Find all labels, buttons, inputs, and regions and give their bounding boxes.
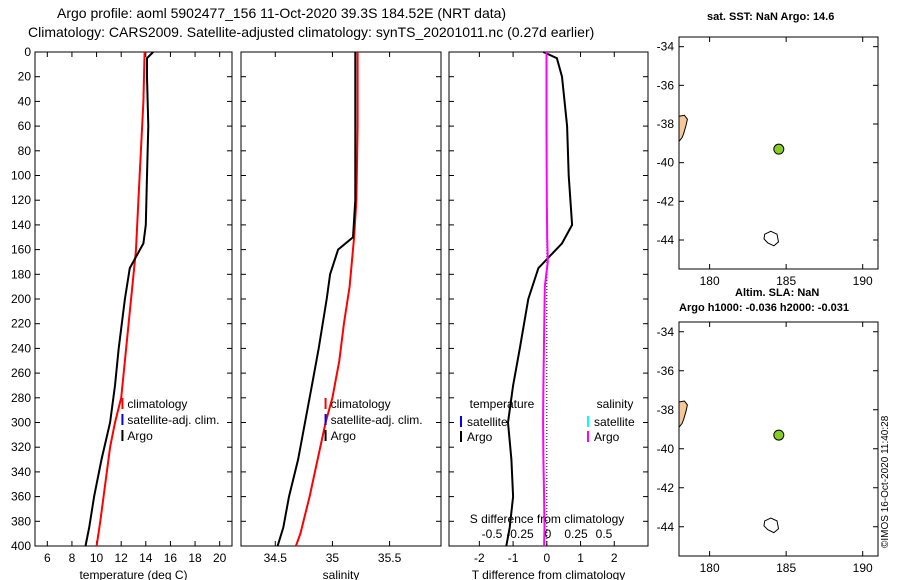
depth-tick-label: 140 xyxy=(11,218,31,232)
map_sla-ytick-label: -36 xyxy=(657,364,675,378)
depth-tick-label: 260 xyxy=(11,366,31,380)
map_sla-xtick-label: 185 xyxy=(776,561,796,575)
map_sst-ytick-label: -34 xyxy=(657,40,675,54)
difference-panel-frame xyxy=(448,51,649,547)
salinity-diff-axis-label: S difference from climatology xyxy=(470,512,625,526)
map_sla-frame xyxy=(678,321,879,557)
map_sla-xtick-label: 190 xyxy=(853,561,873,575)
temperature-xtick-label: 10 xyxy=(90,551,104,565)
difference-series-argo-s-diff xyxy=(542,52,549,547)
depth-tick-label: 180 xyxy=(11,267,31,281)
depth-tick-label: 360 xyxy=(11,490,31,504)
depth-tick-label: 300 xyxy=(11,416,31,430)
salinity-legend-label: climatology xyxy=(331,397,391,411)
difference-series-argo-t-diff xyxy=(505,51,574,547)
map_sst-ytick-label: -40 xyxy=(657,156,675,170)
salinity-xtick-label: 34.5 xyxy=(264,551,288,565)
temperature-xtick-label: 16 xyxy=(164,551,178,565)
map_sla-ytick-label: -44 xyxy=(657,520,675,534)
figure-title-line1: Argo profile: aoml 5902477_156 11-Oct-20… xyxy=(57,5,507,21)
sla-map-title: Altim. SLA: NaN xyxy=(735,287,820,299)
salinity-diff-tick-label: 0 xyxy=(545,527,552,541)
height-readout: Argo h1000: -0.036 h2000: -0.031 xyxy=(679,302,849,314)
depth-tick-label: 400 xyxy=(11,539,31,553)
depth-tick-label: 100 xyxy=(11,169,31,183)
difference-xtick-label: -1 xyxy=(508,551,519,565)
map_sst-ytick-label: -42 xyxy=(657,194,675,208)
salinity-panel-frame xyxy=(240,51,442,547)
difference-xtick-label: 1 xyxy=(577,551,584,565)
map_sla-float-marker xyxy=(773,429,785,441)
map_sst-xtick-label: 190 xyxy=(853,274,873,288)
temperature-xtick-label: 12 xyxy=(115,551,129,565)
map_sla-xtick-label: 180 xyxy=(700,561,720,575)
legend-temperature-label: Argo xyxy=(467,430,493,444)
temperature-xtick-label: 6 xyxy=(44,551,51,565)
salinity-diff-tick-label: 0.25 xyxy=(564,527,588,541)
map_sst-xtick-label: 185 xyxy=(776,274,796,288)
depth-tick-label: 200 xyxy=(11,292,31,306)
depth-tick-label: 80 xyxy=(18,144,32,158)
temperature-series-climatology xyxy=(95,51,146,547)
temperature-xtick-label: 14 xyxy=(139,551,153,565)
salinity-diff-tick-label: -0.25 xyxy=(506,527,534,541)
depth-tick-label: 20 xyxy=(18,70,32,84)
legend-temperature-label: satellite xyxy=(467,415,508,429)
map_sst-ytick-label: -36 xyxy=(657,78,675,92)
legend-temperature-title: temperature xyxy=(470,397,535,411)
salinity-legend-label: satellite-adj. clim. xyxy=(331,413,423,427)
depth-tick-label: 320 xyxy=(11,440,31,454)
legend-salinity-label: satellite xyxy=(594,415,635,429)
temperature-legend-label: satellite-adj. clim. xyxy=(127,413,219,427)
depth-tick-label: 160 xyxy=(11,243,31,257)
map_sst-ytick-label: -44 xyxy=(657,233,675,247)
salinity-xtick-label: 35 xyxy=(326,551,340,565)
temperature-legend-label: climatology xyxy=(127,397,187,411)
map_sla-ytick-label: -42 xyxy=(657,481,675,495)
salinity-series-climatology xyxy=(294,52,359,547)
salinity-diff-tick-label: 0.5 xyxy=(596,527,613,541)
difference-xtick-label: -2 xyxy=(474,551,485,565)
salinity-diff-tick-label: -0.5 xyxy=(482,527,503,541)
legend-salinity-title: salinity xyxy=(597,397,634,411)
sst-map-title: sat. SST: NaN Argo: 14.6 xyxy=(707,11,835,23)
depth-tick-label: 0 xyxy=(24,45,31,59)
depth-tick-label: 240 xyxy=(11,341,31,355)
temperature-panel-frame xyxy=(34,51,233,547)
difference-axis-label: T difference from climatology xyxy=(472,568,626,580)
depth-tick-label: 120 xyxy=(11,193,31,207)
temperature-xtick-label: 18 xyxy=(188,551,202,565)
difference-xtick-label: 0 xyxy=(543,551,550,565)
depth-tick-label: 280 xyxy=(11,391,31,405)
depth-tick-label: 40 xyxy=(18,94,32,108)
depth-tick-label: 60 xyxy=(18,119,32,133)
map_sla-ytick-label: -40 xyxy=(657,442,675,456)
salinity-axis-label: salinity xyxy=(323,568,360,580)
figure-title-line2: Climatology: CARS2009. Satellite-adjuste… xyxy=(28,24,595,40)
map_sst-coastline xyxy=(678,114,688,143)
map_sst-island xyxy=(763,230,780,247)
temperature-xtick-label: 8 xyxy=(69,551,76,565)
map_sla-coastline xyxy=(678,400,688,429)
salinity-legend-label: Argo xyxy=(331,429,357,443)
depth-tick-label: 340 xyxy=(11,465,31,479)
temperature-xtick-label: 20 xyxy=(213,551,227,565)
salinity-xtick-label: 35.5 xyxy=(378,551,402,565)
legend-salinity-label: Argo xyxy=(594,430,620,444)
temperature-legend-label: Argo xyxy=(127,429,153,443)
temperature-axis-label: temperature (deg C) xyxy=(79,568,187,580)
salinity-series-argo xyxy=(276,52,357,547)
difference-xtick-label: 2 xyxy=(611,551,618,565)
map_sla-ytick-label: -38 xyxy=(657,403,675,417)
map_sla-ytick-label: -34 xyxy=(657,325,675,339)
depth-tick-label: 380 xyxy=(11,514,31,528)
map_sst-frame xyxy=(678,36,879,270)
map_sst-ytick-label: -38 xyxy=(657,117,675,131)
map_sst-float-marker xyxy=(773,143,785,155)
temperature-series-argo xyxy=(84,51,154,547)
map_sla-island xyxy=(763,517,780,534)
map_sst-xtick-label: 180 xyxy=(700,274,720,288)
depth-tick-label: 220 xyxy=(11,317,31,331)
